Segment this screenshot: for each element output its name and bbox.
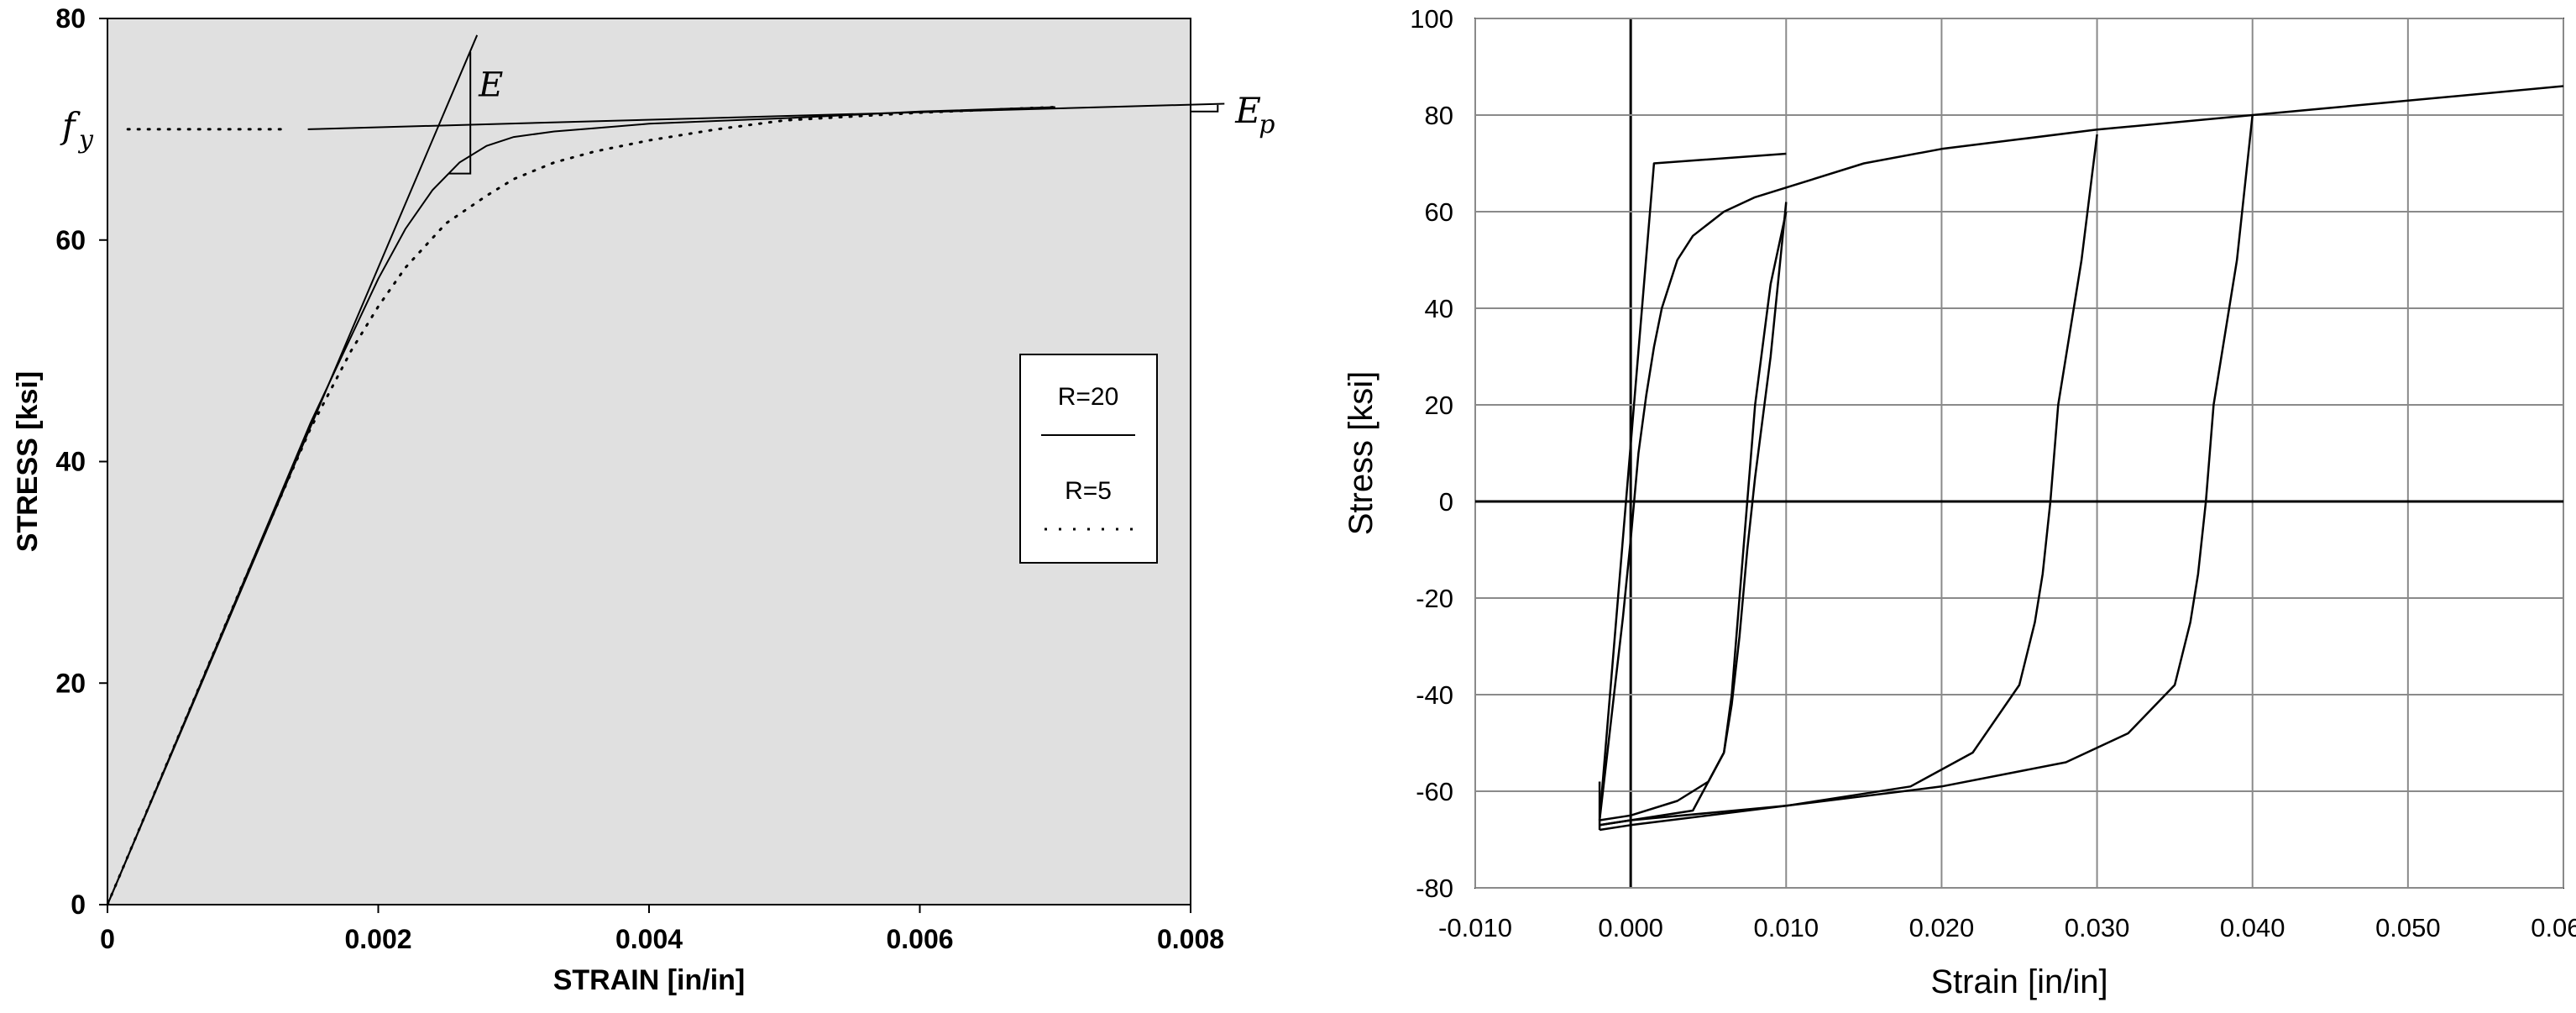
right-x-tick-label: -0.010 (1438, 913, 1512, 942)
right-x-tick-label: 0.040 (2220, 913, 2285, 942)
legend-entry-r5: R=5 (1065, 477, 1112, 505)
right-series-line-5 (1599, 114, 2254, 832)
left-y-tick-label: 40 (55, 447, 86, 477)
right-y-tick-label: 0 (1439, 487, 1453, 517)
right-y-axis-label: Stress [ksi] (1343, 371, 1380, 536)
right-chart: -0.010 0.000 0.010 0.020 0.030 0.040 0.050 0.06… (1343, 4, 2576, 1000)
right-y-tick-label: -20 (1416, 584, 1453, 613)
right-grid (1474, 18, 2564, 889)
left-x-tick-label: 0.002 (344, 924, 411, 954)
right-x-tick-label: 0.050 (2375, 913, 2441, 942)
left-y-tick-label: 80 (55, 3, 86, 34)
left-plot-area (107, 18, 1191, 905)
right-x-tick-label: 0.020 (1909, 913, 1975, 942)
left-y-tick-label: 20 (55, 668, 86, 698)
right-tick-labels: -0.010 0.000 0.010 0.020 0.030 0.040 0.050 0.06… (1410, 4, 2576, 942)
left-series-line-1 (106, 106, 1057, 906)
right-y-tick-label: 20 (1425, 391, 1453, 420)
right-x-axis-label: Strain [in/in] (1930, 963, 2107, 1000)
right-y-tick-label: -40 (1416, 680, 1453, 710)
left-x-tick-label: 0.008 (1157, 924, 1224, 954)
right-y-tick-label: -80 (1416, 874, 1453, 903)
legend-entry-r20: R=20 (1058, 383, 1119, 411)
right-y-tick-label: 100 (1410, 4, 1453, 34)
left-x-tick-label: 0.004 (615, 924, 683, 954)
right-x-tick-label: 0.010 (1753, 913, 1819, 942)
right-y-tick-label: 40 (1425, 294, 1453, 323)
E-label: E (478, 66, 503, 104)
right-series-line-1 (1598, 152, 1787, 821)
right-y-tick-label: 80 (1425, 101, 1453, 130)
right-x-tick-label: 0.060 (2531, 913, 2576, 942)
Ep-label: E (1234, 90, 1261, 131)
left-legend: R=20 R=5 (1019, 354, 1158, 564)
right-y-tick-label: -60 (1416, 777, 1453, 806)
left-x-tick-label: 0.006 (886, 924, 953, 954)
right-series-line-2 (1599, 202, 1788, 821)
Ep-subscript: p (1259, 110, 1275, 139)
left-x-axis-label: STRAIN [in/in] (553, 964, 746, 996)
E-slope-triangle (448, 51, 472, 175)
left-series-line-2 (107, 34, 479, 905)
right-x-tick-label: 0.030 (2065, 913, 2130, 942)
right-y-tick-label: 60 (1425, 197, 1453, 227)
left-y-tick-label: 0 (71, 890, 86, 920)
right-x-tick-label: 0.000 (1598, 913, 1663, 942)
right-series-line-3 (1599, 211, 1788, 827)
left-series-line-0 (107, 106, 1055, 905)
left-tick-labels: 0 0.002 0.004 0.006 0.008 0 20 40 60 80 (55, 3, 1224, 954)
right-series-group (1598, 85, 2564, 832)
right-series-line-0 (1598, 85, 2564, 821)
left-y-tick-label: 60 (55, 225, 86, 255)
left-y-axis-label: STRESS [ksi] (12, 371, 44, 552)
left-x-tick-label: 0 (100, 924, 115, 954)
fy-label: f (60, 105, 81, 146)
left-series-group (106, 34, 1225, 906)
left-chart: 0 0.002 0.004 0.006 0.008 0 20 40 60 80 E Ep f y STR… (12, 3, 1275, 996)
left-series-line-3 (307, 102, 1225, 130)
Ep-slope-triangle (1191, 104, 1219, 113)
fy-subscript: y (77, 125, 94, 155)
